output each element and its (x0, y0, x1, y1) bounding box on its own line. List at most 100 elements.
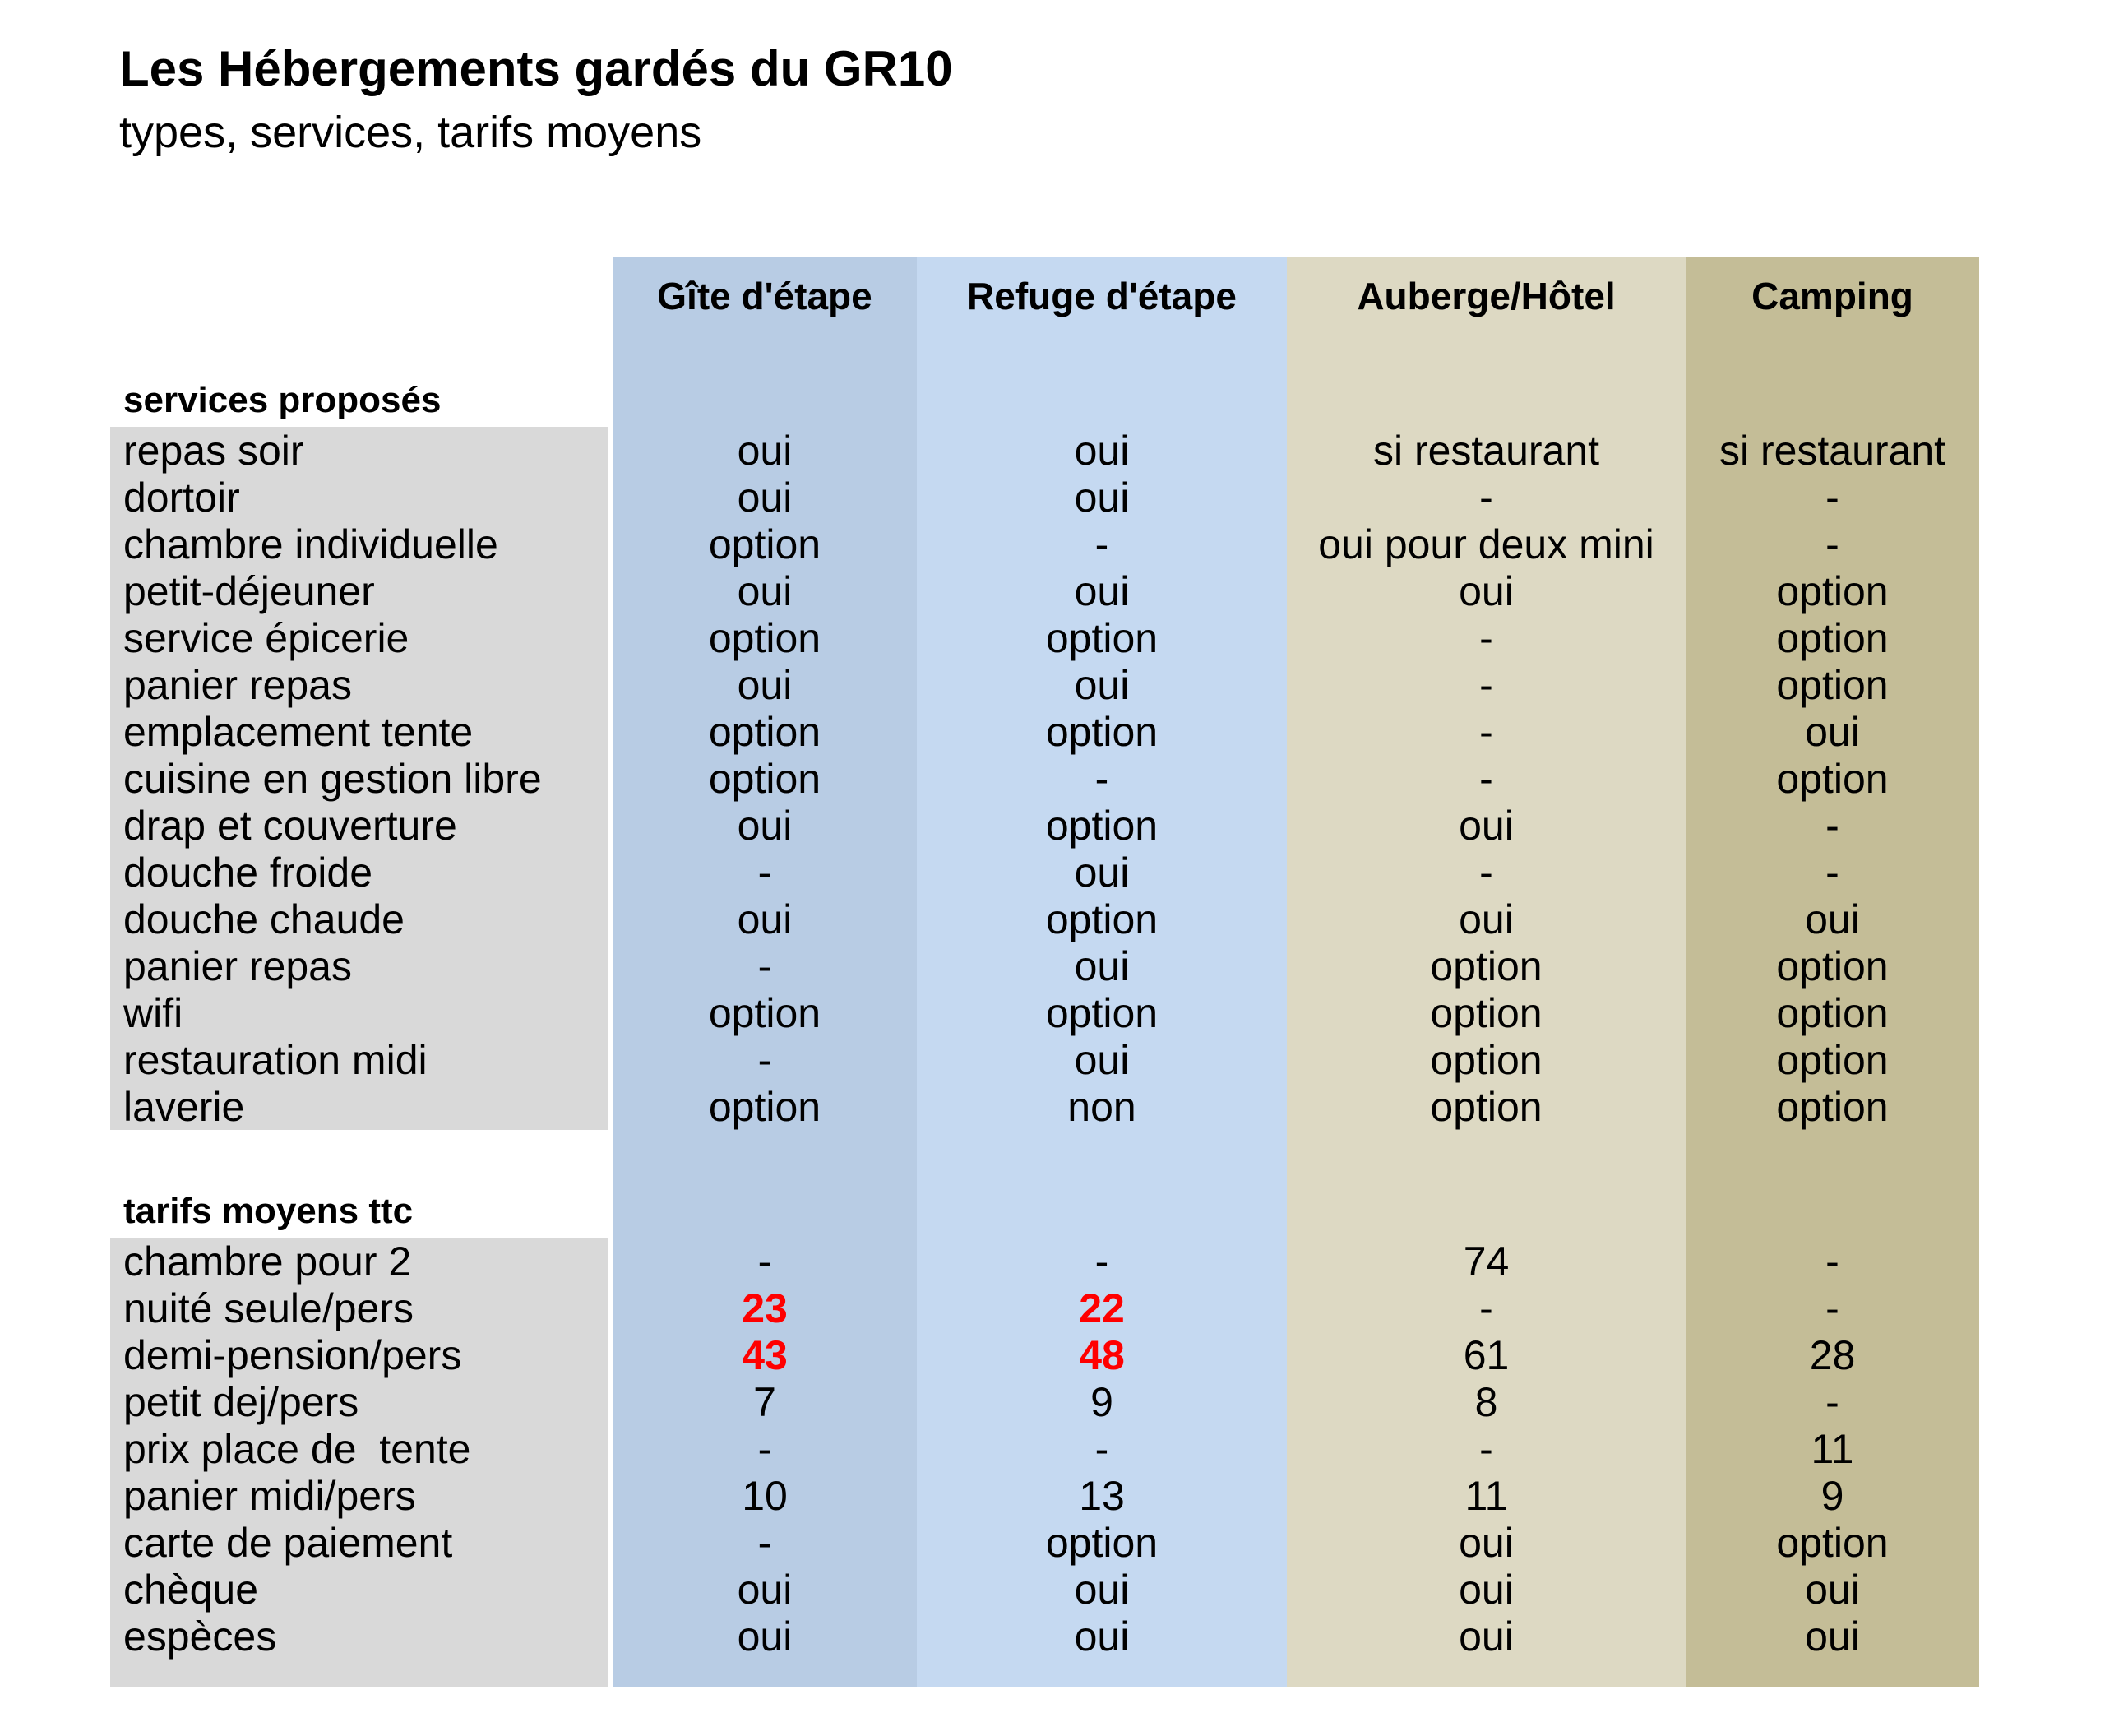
cell-value: - (1479, 755, 1493, 802)
cell-gite-detape: oui (613, 1613, 917, 1660)
cell-refuge-detape: oui (917, 942, 1287, 989)
cell-camping: 9 (1686, 1472, 1979, 1519)
filler-cell-auberge-hotel (1287, 1660, 1686, 1687)
cell-camping: option (1686, 942, 1979, 989)
cell-refuge-detape: oui (917, 567, 1287, 614)
cell-value: oui (1074, 1613, 1130, 1660)
cell-value: - (1825, 521, 1839, 567)
table-row: panier repas - oui option option (110, 942, 1979, 989)
column-header-gite-detape: Gîte d'étape (613, 257, 917, 427)
cell-value: oui (1459, 1613, 1514, 1660)
cell-value: - (1094, 521, 1109, 567)
cell-value: oui (1074, 1566, 1130, 1613)
cell-refuge-detape: oui (917, 427, 1287, 474)
column-header-auberge-hotel: Auberge/Hôtel (1287, 257, 1686, 427)
cell-value: option (1776, 614, 1889, 661)
row-label: drap et couverture (123, 802, 457, 849)
cell-value: 11 (1811, 1425, 1854, 1472)
cell-value: oui (1459, 1519, 1514, 1566)
cell-gite-detape: 7 (613, 1378, 917, 1425)
cell-value: option (1045, 1519, 1159, 1566)
cell-value: option (1776, 989, 1889, 1036)
cell-value: oui (737, 661, 793, 708)
cell-value: 13 (1079, 1472, 1125, 1519)
cell-camping: option (1686, 755, 1979, 802)
cell-camping: oui (1686, 1613, 1979, 1660)
table-header-row: services proposés Gîte d'étape Refuge d'ét… (110, 257, 1979, 427)
cell-value: - (1479, 849, 1493, 896)
cell-gite-detape: oui (613, 661, 917, 708)
table-row: panier midi/pers 10 13 11 9 (110, 1472, 1979, 1519)
cell-gite-detape: oui (613, 1566, 917, 1613)
cell-value: option (1045, 614, 1159, 661)
cell-value: 9 (1820, 1472, 1844, 1519)
row-label-cell: laverie (110, 1083, 613, 1130)
cell-value: oui (737, 1566, 793, 1613)
cell-auberge-hotel: 74 (1287, 1238, 1686, 1285)
cell-value: 61 (1463, 1331, 1510, 1378)
cell-auberge-hotel: - (1287, 1285, 1686, 1331)
cell-auberge-hotel: option (1287, 989, 1686, 1036)
table-filler-row (110, 1660, 1979, 1687)
cell-gite-detape: option (613, 521, 917, 567)
cell-value: option (1430, 989, 1543, 1036)
row-label: douche froide (123, 849, 373, 896)
row-label: wifi (123, 989, 183, 1036)
row-label-cell: espèces (110, 1613, 613, 1660)
table-row: chèque oui oui oui oui (110, 1566, 1979, 1613)
cell-value: - (1825, 1378, 1839, 1425)
row-label-cell: panier repas (110, 661, 613, 708)
cell-refuge-detape: - (917, 1425, 1287, 1472)
cell-value: 7 (753, 1378, 776, 1425)
cell-auberge-hotel: oui pour deux mini (1287, 521, 1686, 567)
cell-value: - (1825, 802, 1839, 849)
cell-auberge-hotel: - (1287, 708, 1686, 755)
row-label: repas soir (123, 427, 304, 474)
cell-value: si restaurant (1719, 427, 1946, 474)
cell-auberge-hotel: - (1287, 614, 1686, 661)
cell-auberge-hotel: - (1287, 661, 1686, 708)
cell-value: option (1776, 755, 1889, 802)
cell-camping: option (1686, 614, 1979, 661)
cell-value: option (1430, 1083, 1543, 1130)
cell-value: option (1776, 942, 1889, 989)
cell-gite-detape: option (613, 1083, 917, 1130)
cell-gite-detape: oui (613, 474, 917, 521)
cell-gite-detape: oui (613, 427, 917, 474)
cell-value: oui pour deux mini (1318, 521, 1654, 567)
row-label: panier midi/pers (123, 1472, 416, 1519)
cell-camping: 11 (1686, 1425, 1979, 1472)
page-subtitle: types, services, tarifs moyens (119, 108, 702, 157)
row-label-cell: panier midi/pers (110, 1472, 613, 1519)
table-row: emplacement tente option option - oui (110, 708, 1979, 755)
cell-gite-detape: option (613, 708, 917, 755)
cell-value: oui (737, 802, 793, 849)
cell-auberge-hotel: - (1287, 755, 1686, 802)
row-label-cell: panier repas (110, 942, 613, 989)
cell-auberge-hotel: oui (1287, 802, 1686, 849)
page-title: Les Hébergements gardés du GR10 (119, 41, 953, 96)
cell-refuge-detape: non (917, 1083, 1287, 1130)
row-label-cell: douche froide (110, 849, 613, 896)
cell-value: 23 (742, 1285, 788, 1331)
table-row: restauration midi - oui option option (110, 1036, 1979, 1083)
cell-refuge-detape: option (917, 614, 1287, 661)
column-header-camping: Camping (1686, 257, 1979, 427)
column-header-label-refuge-detape: Refuge d'étape (967, 275, 1237, 317)
row-label-cell: chambre pour 2 (110, 1238, 613, 1285)
filler-cell-camping (1686, 1660, 1979, 1687)
table-row: prix place de tente - - - 11 (110, 1425, 1979, 1472)
cell-auberge-hotel: oui (1287, 1519, 1686, 1566)
cell-camping: oui (1686, 708, 1979, 755)
cell-auberge-hotel: 11 (1287, 1472, 1686, 1519)
cell-value: option (1045, 896, 1159, 942)
cell-gite-detape: option (613, 755, 917, 802)
row-label-cell: repas soir (110, 427, 613, 474)
cell-value: option (708, 708, 821, 755)
cell-value: - (1479, 1425, 1493, 1472)
cell-gite-detape: - (613, 1425, 917, 1472)
accommodations-table: services proposés Gîte d'étape Refuge d'ét… (110, 257, 1979, 1687)
column-header-refuge-detape: Refuge d'étape (917, 257, 1287, 427)
cell-auberge-hotel: - (1287, 1425, 1686, 1472)
